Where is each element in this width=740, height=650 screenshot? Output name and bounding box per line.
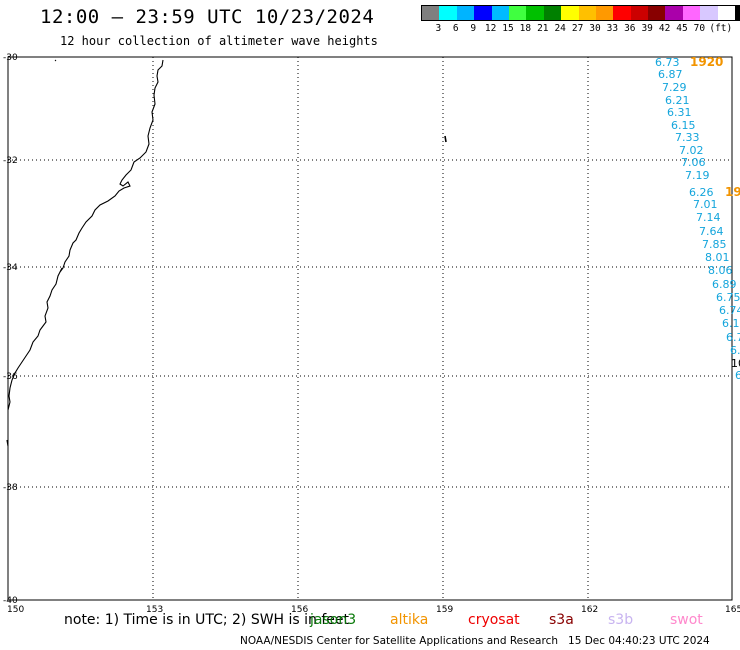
legend-swatch: [735, 6, 740, 20]
satellite-swot: swot: [670, 612, 703, 628]
legend-label: 6: [452, 23, 459, 34]
legend-swatch: [682, 6, 701, 20]
satellite-s3a: s3a: [549, 612, 574, 628]
satellite-s3b: s3b: [608, 612, 634, 628]
legend-label: 15: [502, 23, 514, 34]
wave-height-value: 6.7: [726, 331, 740, 344]
legend-label: 30: [589, 23, 601, 34]
legend-label: 21: [537, 23, 549, 34]
legend-swatch: [439, 6, 457, 20]
legend-swatch: [595, 6, 614, 20]
wave-height-value: 6.75: [716, 291, 740, 304]
coast-dot: [54, 59, 57, 62]
wave-height-value: 6: [735, 369, 740, 382]
wave-height-value: 6.87: [658, 68, 683, 81]
legend-swatch: [578, 6, 596, 20]
lon-label: 162: [581, 605, 598, 615]
legend-label: 9: [470, 23, 477, 34]
lat-label: -34: [3, 263, 18, 273]
legend-swatch: [456, 6, 475, 20]
wave-height-observations: 6.736.877.296.216.316.157.337.027.067.19…: [655, 56, 740, 382]
credit-line: NOAA/NESDIS Center for Satellite Applica…: [240, 635, 710, 647]
wave-height-value: 7.19: [685, 169, 710, 182]
lat-label: -30: [3, 53, 18, 63]
legend-label: 70: [693, 23, 706, 34]
wave-height-value: 6.26: [689, 186, 714, 199]
legend-label: 12: [484, 23, 497, 34]
lat-label: -40: [3, 596, 18, 606]
legend-label: 45: [676, 23, 688, 34]
lon-label: 153: [146, 605, 163, 615]
wave-height-value: 7.01: [693, 198, 718, 211]
wave-height-value: 8.06: [708, 264, 733, 277]
latitude-labels: -30 -32 -34 -36 -38 -40: [3, 53, 18, 606]
legend-swatch: [526, 6, 544, 20]
legend-label: 18: [519, 23, 532, 34]
lon-label: 165: [725, 605, 740, 615]
map-grid: [8, 57, 732, 600]
credit-text: NOAA/NESDIS Center for Satellite Applica…: [240, 635, 558, 647]
wave-height-value: 7.02: [679, 144, 704, 157]
wave-height-value: 7.29: [662, 81, 687, 94]
wave-height-value: 7.14: [696, 211, 721, 224]
wave-height-value: 7.64: [699, 225, 724, 238]
legend-swatch: [648, 6, 666, 20]
longitude-labels: 150 153 156 159 162 165: [7, 605, 740, 615]
legend-swatch: [717, 6, 736, 20]
legend-swatch: [508, 6, 527, 20]
pass-time-stamp: 1920: [690, 55, 723, 69]
lon-label: 150: [7, 605, 24, 615]
legend-label: (ft): [709, 23, 733, 34]
wave-height-value: 7.06: [681, 156, 706, 169]
satellite-altika: altika: [390, 612, 429, 628]
map-frame: [7, 56, 733, 601]
legend-swatch: [665, 6, 683, 20]
satellite-jason3: jason3: [310, 612, 357, 628]
legend-swatch: [422, 6, 440, 20]
legend-label: 39: [641, 23, 653, 34]
wave-height-value: 8.01: [705, 251, 730, 264]
legend-labels: 3 6 9 12 15 18 21 24 27 30 33 36 39 42 45 70 (ft): [421, 21, 740, 35]
legend-swatch: [491, 6, 509, 20]
legend-swatch: [474, 6, 492, 20]
color-legend: 3 6 9 12 15 18 21 24 27 30 33 36 39 42 45 70 (ft): [421, 5, 740, 35]
legend-swatch: [630, 6, 649, 20]
legend-label: 33: [606, 23, 619, 34]
legend-swatches: [421, 5, 740, 21]
map-title: 12:00 – 23:59 UTC 10/23/2024: [40, 6, 375, 28]
wave-height-value: 6.74: [719, 304, 740, 317]
generated-timestamp: 15 Dec 04:40:23 UTC 2024: [568, 635, 710, 647]
legend-label: 24: [554, 23, 566, 34]
lat-label: -38: [3, 483, 18, 493]
wave-height-value: 6.31: [667, 106, 692, 119]
wave-height-value: 6.: [730, 344, 740, 357]
lat-label: -36: [3, 372, 18, 382]
legend-label: 27: [571, 23, 584, 34]
footer-note: note: 1) Time is in UTC; 2) SWH is in fe…: [64, 612, 350, 628]
wave-height-value: 6.73: [655, 56, 680, 69]
lord-howe-island: [444, 135, 447, 143]
legend-label: 3: [435, 23, 442, 34]
map-subtitle: 12 hour collection of altimeter wave hei…: [60, 34, 378, 48]
wave-height-value: 6.1: [722, 317, 740, 330]
legend-swatch: [561, 6, 579, 20]
pass-time-stamp-2: 19: [725, 185, 740, 199]
lon-label: 159: [436, 605, 453, 615]
coastline: [7, 59, 164, 411]
wave-height-value: 7.33: [675, 131, 700, 144]
legend-label: 36: [624, 23, 636, 34]
wave-height-value: 6.21: [665, 94, 690, 107]
lon-label: 156: [291, 605, 308, 615]
satellite-cryosat: cryosat: [468, 612, 520, 628]
wave-height-value: 10: [731, 357, 740, 370]
wave-height-value: 7.85: [702, 238, 727, 251]
legend-swatch: [543, 6, 562, 20]
legend-label: 42: [658, 23, 671, 34]
wave-height-value: 6.89: [712, 278, 737, 291]
lat-label: -32: [3, 156, 18, 166]
legend-swatch: [613, 6, 631, 20]
wave-height-value: 6.15: [671, 119, 696, 132]
legend-swatch: [700, 6, 718, 20]
